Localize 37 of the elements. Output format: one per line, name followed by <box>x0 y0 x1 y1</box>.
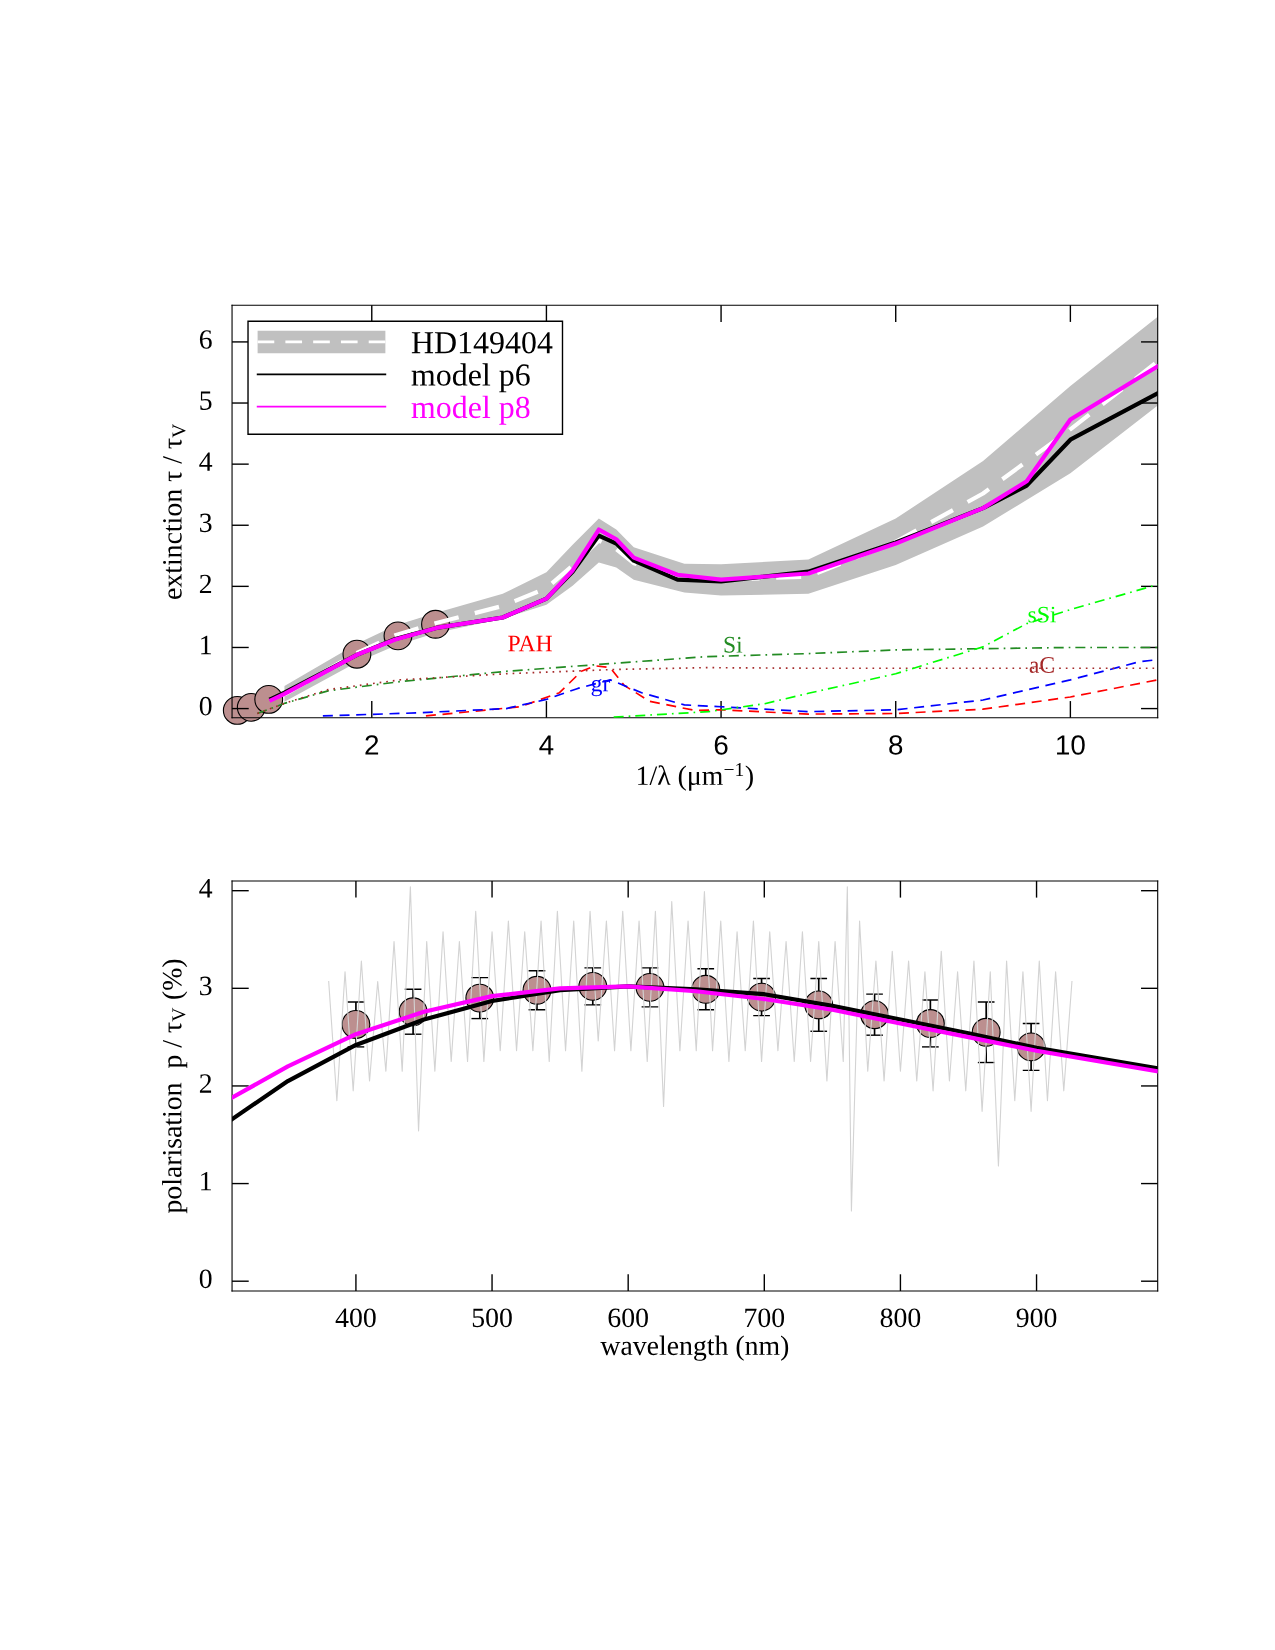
y-tick-label: 1 <box>201 635 211 655</box>
x-tick-label: 800 <box>880 1308 921 1328</box>
y-tick-label: 4 <box>199 879 213 898</box>
y-tick-label: 5 <box>200 391 212 410</box>
x-tick-label: 400 <box>335 1308 376 1328</box>
x-tick-label: 2 <box>365 735 379 755</box>
y-tick-label: 4 <box>199 452 213 471</box>
x-tick-label: 600 <box>608 1308 648 1328</box>
legend-label: model p8 <box>411 395 530 425</box>
y-tick-label: 3 <box>200 513 212 533</box>
x-tick-label: 8 <box>889 735 903 755</box>
series-label: PAH <box>508 635 552 652</box>
series-label: Si <box>724 636 743 653</box>
y-tick-label: 1 <box>201 1171 211 1191</box>
x-tick-label: 900 <box>1016 1308 1057 1328</box>
series-label: sSi <box>1028 606 1056 623</box>
legend-label: model p6 <box>411 363 530 393</box>
x-tick-label: 4 <box>539 735 554 755</box>
x-tick-label: 700 <box>745 1308 785 1328</box>
y-tick-label: 2 <box>199 574 212 594</box>
y-tick-label: 2 <box>199 1074 212 1093</box>
x-tick-label: 6 <box>714 735 728 755</box>
y-tick-label: 0 <box>199 1269 212 1289</box>
y-tick-label: 6 <box>199 330 212 349</box>
y-tick-label: 0 <box>199 696 212 716</box>
x-tick-label: 500 <box>472 1308 512 1328</box>
x-tick-label: 10 <box>1057 735 1085 755</box>
series-label: gr <box>591 679 611 697</box>
series-label: aC <box>1029 657 1054 673</box>
x-axis-title: 1/λ (μm$^{−1}$) <box>638 763 753 791</box>
legend-label: HD149404 <box>411 331 553 354</box>
x-axis-title: wavelength (nm) <box>600 1335 789 1361</box>
y-tick-label: 3 <box>200 976 212 996</box>
line-series <box>232 984 1158 1100</box>
y-axis-title: extinction τ / τ$_{V}$ <box>163 423 186 599</box>
line-series <box>328 886 1073 1212</box>
y-axis-title: polarisation p / τ$_{V}$ (%) <box>162 959 188 1214</box>
